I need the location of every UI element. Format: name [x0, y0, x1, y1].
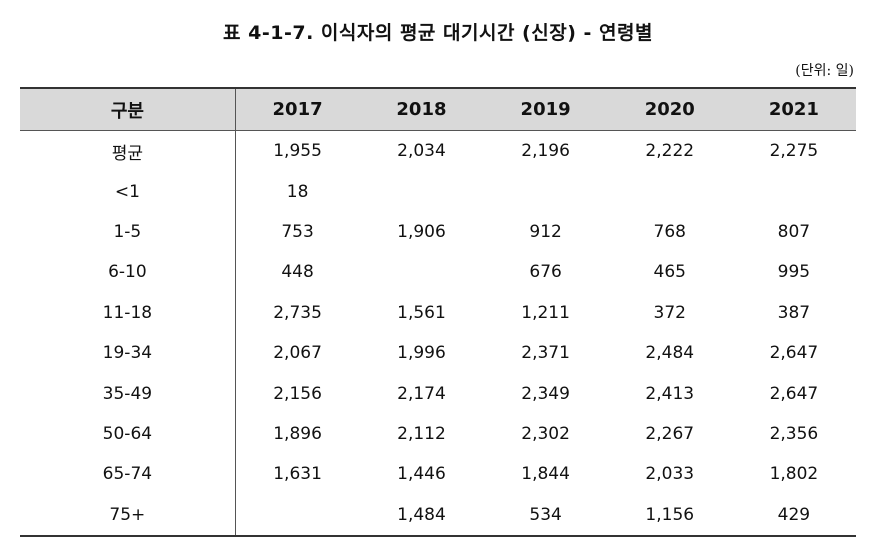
value-cell — [359, 171, 483, 211]
header-cell-2019: 2019 — [483, 87, 608, 131]
value-cell: 2,735 — [273, 302, 322, 323]
table-row: 75+ 1,484 534 1,156 429 — [20, 494, 856, 537]
value-cell: 2,033 — [645, 464, 695, 485]
value-cell: 534 — [483, 494, 608, 537]
value-cell: 2,302 — [521, 423, 570, 444]
header-cell-2018: 2018 — [359, 87, 484, 131]
value-cell — [359, 252, 483, 292]
value-cell: 448 — [281, 262, 314, 283]
value-cell: 429 — [731, 494, 856, 537]
header-cell-category: 구분 — [20, 87, 236, 131]
value-cell: 753 — [281, 221, 314, 242]
value-cell: 2,156 — [273, 383, 322, 404]
value-cell: 2,275 — [769, 141, 819, 162]
value-cell: 2,356 — [769, 423, 819, 444]
value-cell: 1,802 — [769, 464, 819, 485]
value-cell: 768 — [653, 221, 686, 242]
header-cell-2017: 2017 — [235, 87, 360, 131]
header-cell-2021: 2021 — [731, 87, 856, 131]
value-cell: 1,561 — [397, 302, 446, 323]
value-cell: 1,631 — [273, 464, 322, 485]
table-row: 35-49 2,156 2,174 2,349 2,413 2,647 — [20, 373, 856, 414]
value-cell: 2,647 — [769, 343, 819, 364]
header-row: 구분 2017 2018 2019 2020 2021 — [20, 87, 856, 131]
row-label-cell: 35-49 — [20, 373, 236, 414]
value-cell — [608, 171, 732, 211]
table-row: 6-10 448 676 465 995 — [20, 252, 856, 293]
value-cell: 1,446 — [397, 464, 446, 485]
table-row: 11-18 2,735 1,561 1,211 372 387 — [20, 292, 856, 333]
value-cell: 465 — [653, 262, 686, 283]
row-label-cell: 19-34 — [20, 332, 236, 374]
value-cell: 676 — [529, 262, 562, 283]
table-title: 표 4-1-7. 이식자의 평균 대기시간 (신장) - 연령별 — [223, 22, 653, 44]
value-cell: 1,844 — [521, 464, 570, 485]
value-cell: 1,955 — [273, 141, 322, 162]
row-label-cell: 75+ — [20, 494, 236, 537]
value-cell: 2,174 — [397, 383, 446, 404]
value-cell: 2,196 — [521, 141, 570, 162]
value-cell: 2,267 — [645, 423, 695, 444]
value-cell: 387 — [777, 302, 811, 323]
unit-label: (단위: 일) — [795, 63, 854, 79]
value-cell: 2,484 — [645, 343, 695, 364]
value-cell: 1,156 — [607, 494, 732, 537]
row-label-cell: 11-18 — [20, 292, 236, 333]
value-cell: 2,413 — [645, 383, 695, 404]
value-cell — [235, 494, 360, 537]
value-cell: 18 — [286, 181, 309, 202]
value-cell: 995 — [777, 262, 811, 283]
table-row: 50-64 1,896 2,112 2,302 2,267 2,356 — [20, 413, 856, 455]
value-cell: 372 — [653, 302, 686, 323]
table-row: 65-74 1,631 1,446 1,844 2,033 1,802 — [20, 454, 856, 495]
header-cell-2020: 2020 — [607, 87, 732, 131]
value-cell: 2,034 — [397, 141, 446, 162]
value-cell: 2,349 — [521, 383, 570, 404]
value-cell: 1,996 — [397, 343, 446, 364]
value-cell: 1,211 — [521, 302, 570, 323]
value-cell: 912 — [529, 221, 562, 242]
value-cell: 1,906 — [397, 221, 446, 242]
table-row: 1-5 753 1,906 912 768 807 — [20, 211, 856, 253]
value-cell — [732, 171, 856, 211]
value-cell: 1,896 — [273, 423, 322, 444]
row-label-cell: 6-10 — [20, 252, 236, 293]
value-cell: 1,484 — [359, 494, 484, 537]
value-cell: 2,647 — [769, 383, 819, 404]
row-label-cell: 평균 — [20, 130, 236, 172]
row-label-cell: 1-5 — [20, 211, 236, 253]
value-cell: 2,222 — [645, 141, 695, 162]
table-row: <1 18 — [20, 171, 856, 212]
row-label-cell: 50-64 — [20, 413, 236, 455]
waiting-time-table: 구분 2017 2018 2019 2020 2021 평균 1,955 2,034… — [20, 87, 856, 537]
table-row: 평균 1,955 2,034 2,196 2,222 2,275 — [20, 130, 856, 172]
row-label-cell: 65-74 — [20, 454, 236, 495]
value-cell: 2,371 — [521, 343, 570, 364]
value-cell: 807 — [777, 221, 811, 242]
value-cell — [484, 171, 608, 211]
row-label-cell: <1 — [20, 171, 236, 212]
value-cell: 2,112 — [397, 423, 446, 444]
table-row: 19-34 2,067 1,996 2,371 2,484 2,647 — [20, 332, 856, 374]
value-cell: 2,067 — [273, 343, 322, 364]
